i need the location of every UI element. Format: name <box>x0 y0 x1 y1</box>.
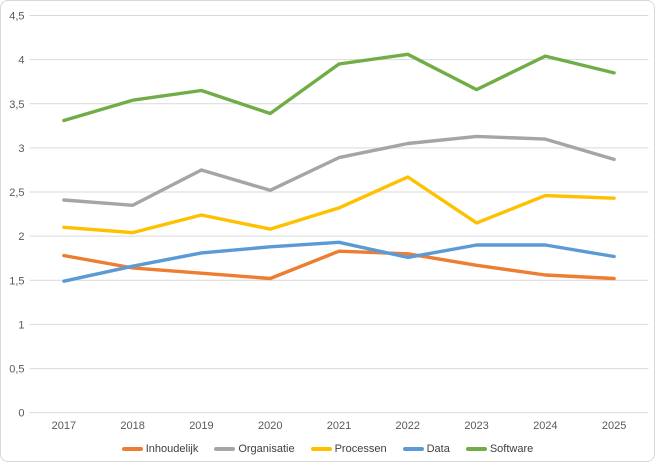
x-tick-label: 2018 <box>120 420 144 432</box>
legend-line-swatch <box>402 447 424 451</box>
legend-line-swatch <box>310 447 332 451</box>
legend-item-organisatie[interactable]: Organisatie <box>214 442 295 455</box>
series-line-data <box>62 240 616 283</box>
x-tick-label: 2020 <box>258 420 282 432</box>
chart-legend: Inhoudelijk Organisatie Processen Data Softw… <box>1 439 654 459</box>
legend-line-swatch <box>121 447 143 451</box>
legend-item-software[interactable]: Software <box>465 442 534 455</box>
series-line-processen <box>62 175 616 235</box>
y-tick-label: 4 <box>18 55 24 67</box>
x-tick-label: 2017 <box>52 420 76 432</box>
legend-item-inhoudelijk[interactable]: Inhoudelijk <box>121 442 199 455</box>
plot-area: 0 0,5 1 1,5 2 2,5 3 3,5 4 4,5 2017 2018 2019 2020 2021… <box>9 11 649 432</box>
y-tick-label: 3 <box>18 143 24 155</box>
legend-label: Processen <box>334 442 387 455</box>
legend-line-swatch <box>214 447 236 451</box>
legend-item-processen[interactable]: Processen <box>310 442 387 455</box>
series-line-inhoudelijk <box>62 249 616 281</box>
legend-line-swatch <box>465 447 487 451</box>
x-tick-label: 2022 <box>396 420 420 432</box>
series-line-organisatie <box>62 134 616 208</box>
x-tick-label: 2021 <box>327 420 351 432</box>
legend-label: Data <box>426 442 450 455</box>
x-tick-label: 2023 <box>464 420 488 432</box>
y-tick-label: 0 <box>18 408 24 420</box>
y-tick-label: 2 <box>18 231 24 243</box>
series-line-software <box>62 52 616 123</box>
legend-item-data[interactable]: Data <box>402 442 450 455</box>
y-tick-label: 2,5 <box>9 187 24 199</box>
legend-label: Software <box>489 442 534 455</box>
y-tick-label: 4,5 <box>9 11 24 23</box>
legend-label: Inhoudelijk <box>145 442 199 455</box>
y-tick-label: 3,5 <box>9 99 24 111</box>
legend-label: Organisatie <box>238 442 295 455</box>
x-tick-label: 2019 <box>189 420 213 432</box>
x-tick-label: 2024 <box>533 420 557 432</box>
x-tick-label: 2025 <box>602 420 626 432</box>
y-tick-label: 0,5 <box>9 364 24 376</box>
y-tick-label: 1,5 <box>9 275 24 287</box>
y-tick-label: 1 <box>18 319 24 331</box>
